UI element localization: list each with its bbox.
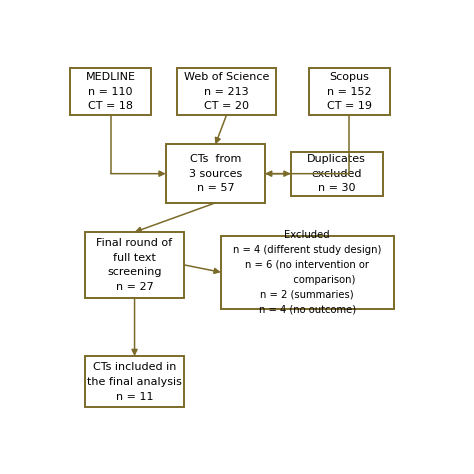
Text: Scopus
n = 152
CT = 19: Scopus n = 152 CT = 19 (327, 72, 372, 111)
FancyBboxPatch shape (221, 236, 393, 309)
FancyBboxPatch shape (85, 356, 184, 407)
Text: MEDLINE
n = 110
CT = 18: MEDLINE n = 110 CT = 18 (86, 72, 136, 111)
Text: CTs included in
the final analysis
n = 11: CTs included in the final analysis n = 1… (87, 362, 182, 401)
Text: Duplicates
excluded
n = 30: Duplicates excluded n = 30 (307, 154, 366, 193)
FancyBboxPatch shape (177, 68, 276, 115)
FancyBboxPatch shape (309, 68, 390, 115)
Text: CTs  from
3 sources
n = 57: CTs from 3 sources n = 57 (189, 154, 242, 193)
FancyBboxPatch shape (166, 145, 265, 203)
FancyBboxPatch shape (85, 232, 184, 298)
FancyBboxPatch shape (70, 68, 151, 115)
Text: Final round of
full text
screening
n = 27: Final round of full text screening n = 2… (97, 238, 173, 292)
FancyBboxPatch shape (291, 152, 383, 196)
Text: Web of Science
n = 213
CT = 20: Web of Science n = 213 CT = 20 (184, 72, 269, 111)
Text: Excluded
n = 4 (different study design)
n = 6 (no intervention or
           com: Excluded n = 4 (different study design) … (233, 230, 382, 314)
